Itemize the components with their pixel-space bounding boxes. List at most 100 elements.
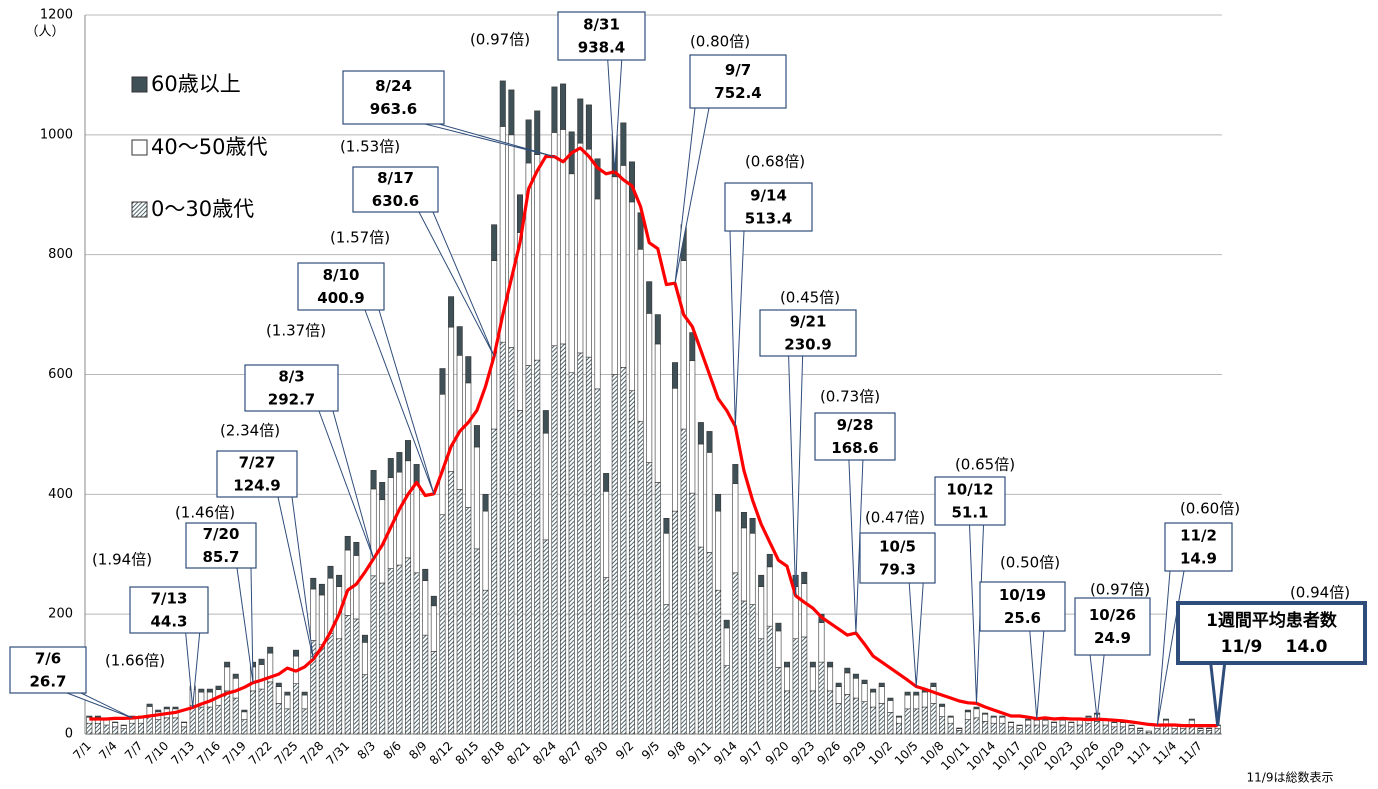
y-unit: （人） [25, 25, 64, 40]
bar-segment [215, 704, 222, 735]
callout-date: 7/20 [203, 525, 240, 543]
bar-segment [663, 532, 670, 605]
bar-segment [775, 667, 782, 735]
bar-segment [775, 622, 782, 632]
x-tick-label: 7/4 [96, 739, 120, 763]
bar-segment [1119, 722, 1126, 728]
bar-segment [835, 703, 842, 735]
legend-swatch [131, 76, 148, 93]
bar-segment [163, 706, 170, 710]
bar-segment [353, 618, 360, 735]
bar-segment [620, 165, 627, 368]
callout-value: 44.3 [150, 613, 187, 631]
bar-segment [275, 703, 282, 735]
bar-segment [956, 727, 963, 729]
callout-date: 7/6 [35, 650, 61, 668]
callout-value: 168.6 [831, 439, 878, 457]
callout-ratio: (1.46倍) [175, 504, 235, 522]
callout-ratio: (0.45倍) [780, 289, 840, 307]
bar-segment [964, 709, 971, 713]
callout-value: 938.4 [578, 39, 625, 57]
callout-ratio: (0.94倍) [1290, 584, 1350, 602]
callout-ratio: (1.94倍) [92, 551, 152, 569]
bar-segment [1111, 721, 1118, 723]
bar-segment [628, 161, 635, 203]
bar-segment [723, 619, 730, 629]
bar-segment [835, 686, 842, 704]
bar-segment [585, 104, 592, 150]
bar-segment [499, 80, 506, 127]
bar-segment [749, 532, 756, 605]
bar-segment [577, 352, 584, 735]
bar-segment [827, 666, 834, 692]
bar-segment [1145, 730, 1152, 733]
bar-segment [663, 517, 670, 534]
callout-date: 10/26 [1089, 606, 1136, 624]
bar-segment [267, 681, 274, 735]
bar-segment [930, 703, 937, 735]
bar-segment [870, 691, 877, 708]
bar-segment [430, 595, 437, 607]
bar-segment [1197, 727, 1204, 729]
callout-box [297, 262, 385, 311]
bar-segment [1076, 724, 1083, 735]
bar-segment [990, 716, 997, 724]
bar-segment [603, 473, 610, 492]
bar-segment [232, 677, 239, 699]
callout-box [1164, 522, 1233, 572]
footnote: 11/9は総数表示 [1247, 770, 1334, 785]
callout-date: 9/28 [837, 416, 874, 434]
bar-segment [465, 356, 472, 384]
bar-segment [973, 706, 980, 710]
bar-segment [947, 715, 954, 718]
bar-segment [654, 314, 661, 345]
bar-segment [740, 512, 747, 529]
bar-segment [301, 694, 308, 710]
bar-segment [956, 730, 963, 735]
bar-segment [672, 510, 679, 735]
bar-segment [516, 232, 523, 411]
bar-segment [628, 201, 635, 391]
bar-segment [456, 326, 463, 356]
x-tick-label: 8/18 [478, 739, 507, 768]
bar-segment [878, 703, 885, 735]
y-tick-label: 0 [65, 727, 73, 742]
bar-segment [1051, 722, 1058, 728]
bar-segment [422, 580, 429, 636]
bar-segment [120, 725, 127, 729]
bar-segment [181, 721, 188, 723]
bar-segment [585, 356, 592, 735]
bar-segment [1016, 724, 1023, 726]
bar-segment [784, 690, 791, 735]
bar-segment [1042, 724, 1049, 735]
bar-segment [413, 464, 420, 484]
callout-pointer [1029, 630, 1045, 719]
bar-segment [715, 589, 722, 735]
x-tick-label: 8/30 [582, 739, 611, 768]
callout-value: 513.4 [745, 210, 792, 228]
bar-segment [1025, 719, 1032, 726]
x-tick-label: 11/4 [1150, 739, 1179, 768]
callout-ratio: (0.73倍) [820, 388, 880, 406]
y-tick-label: 1200 [40, 8, 73, 23]
bar-segment [1068, 726, 1075, 735]
callout-date: 8/17 [377, 169, 414, 187]
callout-pointer [674, 107, 710, 284]
callout-date: 8/3 [278, 368, 304, 386]
bar-segment [1033, 724, 1040, 735]
callout-date: 9/21 [790, 313, 827, 331]
bar-segment [990, 722, 997, 735]
bar-segment [353, 541, 360, 556]
bar-segment [361, 642, 368, 675]
bar-segment [224, 690, 231, 735]
bar-segment [112, 721, 119, 723]
callout-box [185, 522, 257, 569]
bar-segment [344, 549, 351, 616]
bar-segment [1180, 728, 1187, 735]
bar-segment [534, 110, 541, 155]
bar-segment [413, 483, 420, 574]
bar-segment [1102, 724, 1109, 735]
callout-value: 400.9 [317, 289, 364, 307]
bar-segment [611, 374, 618, 735]
callout-value: 292.7 [268, 391, 315, 409]
